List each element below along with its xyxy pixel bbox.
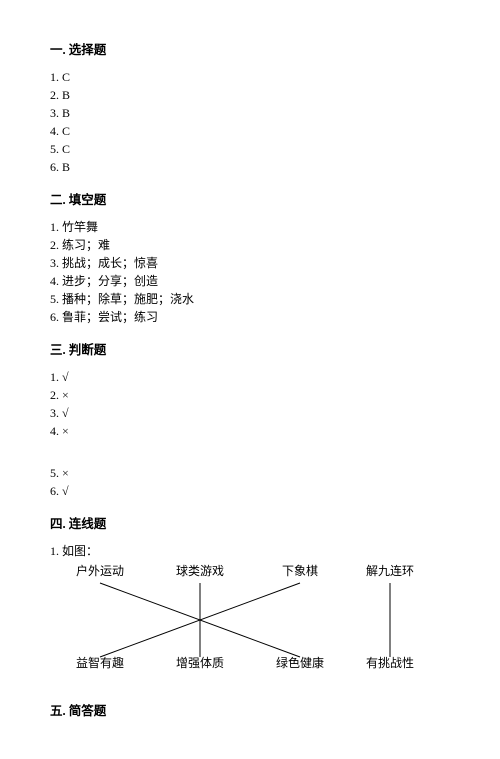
choice-answer: 1. C (50, 68, 450, 86)
fill-answer: 5. 播种；除草；施肥；浇水 (50, 290, 450, 308)
section-title-judge: 三. 判断题 (50, 340, 450, 360)
answer-key-page: 一. 选择题 1. C 2. B 3. B 4. C 5. C 6. B 二. … (0, 0, 500, 759)
section-title-matching: 四. 连线题 (50, 514, 450, 534)
matching-bottom-label: 绿色健康 (276, 655, 324, 670)
choice-answers: 1. C 2. B 3. B 4. C 5. C 6. B (50, 68, 450, 176)
choice-answer: 2. B (50, 86, 450, 104)
judge-answer: 3. √ (50, 404, 450, 422)
judge-answer: 1. √ (50, 368, 450, 386)
fill-answer: 4. 进步；分享；创造 (50, 272, 450, 290)
choice-answer: 3. B (50, 104, 450, 122)
matching-diagram: 户外运动 球类游戏 下象棋 解九连环益智有趣 增强体质 绿色健康 有挑战性 (50, 561, 430, 681)
blank-gap (50, 440, 450, 464)
matching-block: 1. 如图： 户外运动 球类游戏 下象棋 解九连环益智有趣 增强体质 绿色健康 有挑战性 (50, 542, 450, 687)
matching-bottom-label: 有挑战性 (366, 656, 414, 670)
section-title-choice: 一. 选择题 (50, 40, 450, 60)
choice-answer: 5. C (50, 140, 450, 158)
matching-intro: 1. 如图： (50, 542, 450, 561)
fill-answer: 1. 竹竿舞 (50, 218, 450, 236)
choice-answer: 6. B (50, 158, 450, 176)
choice-answer: 4. C (50, 122, 450, 140)
judge-answer: 6. √ (50, 482, 450, 500)
matching-top-label: 解九连环 (366, 563, 414, 578)
section-title-fill: 二. 填空题 (50, 190, 450, 210)
matching-bottom-label: 增强体质 (176, 656, 224, 670)
matching-top-label: 户外运动 (76, 563, 124, 578)
matching-top-label: 球类游戏 (176, 564, 224, 578)
matching-bottom-label: 益智有趣 (76, 655, 124, 670)
section-title-short: 五. 简答题 (50, 701, 450, 721)
fill-answer: 2. 练习；难 (50, 236, 450, 254)
matching-top-label: 下象棋 (282, 564, 318, 578)
fill-answers: 1. 竹竿舞 2. 练习；难 3. 挑战；成长；惊喜 4. 进步；分享；创造 5… (50, 218, 450, 326)
fill-answer: 6. 鲁菲；尝试；练习 (50, 308, 450, 326)
judge-answer: 4. × (50, 422, 450, 440)
fill-answer: 3. 挑战；成长；惊喜 (50, 254, 450, 272)
judge-answer: 2. × (50, 386, 450, 404)
judge-answers: 1. √ 2. × 3. √ 4. × 5. × 6. √ (50, 368, 450, 500)
judge-answer: 5. × (50, 464, 450, 482)
